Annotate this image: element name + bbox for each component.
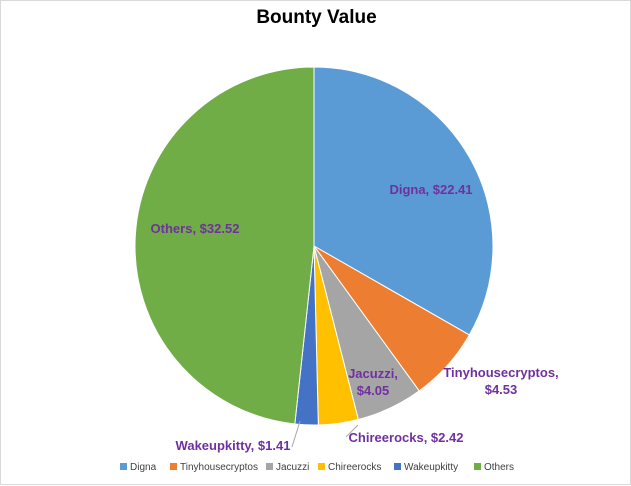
legend-label-tinyhousecryptos: Tinyhousecryptos <box>180 462 258 473</box>
legend-swatch-jacuzzi <box>266 463 273 470</box>
data-label-jacuzzi: Jacuzzi, $4.05 <box>348 366 398 398</box>
legend-swatch-chireerocks <box>318 463 325 470</box>
pie-slice-digna <box>313 66 494 336</box>
data-label-tinyhousecryptos: Tinyhousecryptos, $4.53 <box>443 365 558 397</box>
legend-label-wakeupkitty: Wakeupkitty <box>404 462 458 473</box>
leader-line-wakeupkitty <box>291 420 301 448</box>
leader-line-chireerocks <box>345 424 359 438</box>
data-label-wakeupkitty: Wakeupkitty, $1.41 <box>176 438 291 453</box>
legend-label-others: Others <box>484 462 514 473</box>
data-label-chireerocks: Chireerocks, $2.42 <box>349 430 464 445</box>
legend-label-chireerocks: Chireerocks <box>328 462 381 473</box>
data-label-digna: Digna, $22.41 <box>389 182 472 197</box>
chart-title: Bounty Value <box>256 7 377 28</box>
legend-swatch-tinyhousecryptos <box>170 463 177 470</box>
legend-swatch-others <box>474 463 481 470</box>
legend-label-digna: Digna <box>130 462 157 473</box>
legend-swatch-wakeupkitty <box>394 463 401 470</box>
data-label-others: Others, $32.52 <box>151 221 240 236</box>
pie-slice-others <box>134 66 315 425</box>
legend-swatch-digna <box>120 463 127 470</box>
legend-label-jacuzzi: Jacuzzi <box>276 462 309 473</box>
